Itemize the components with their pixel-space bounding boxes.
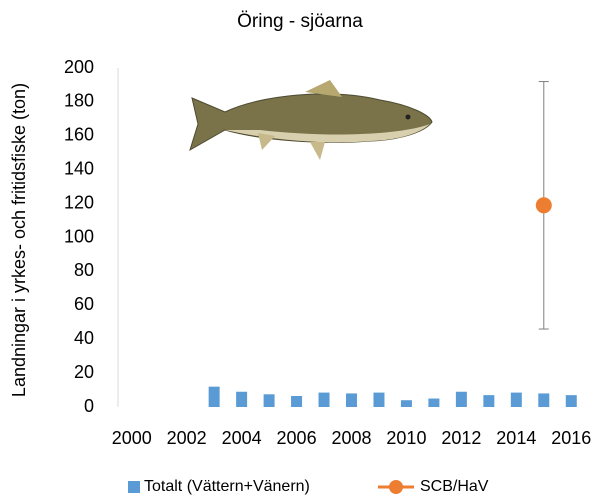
y-tick-label: 140 [64,158,94,178]
bar [400,400,412,407]
bar [208,386,220,407]
bar [346,393,357,407]
y-axis-label: Landningar i yrkes- och fritidsfiske (to… [9,83,29,397]
legend-swatch [128,481,140,493]
y-tick-label: 60 [74,294,94,314]
x-tick-label: 2014 [496,428,536,448]
y-tick-label: 160 [64,125,94,145]
bar [236,391,248,407]
legend: Totalt (Vättern+Vänern) SCB/HaV [128,478,489,495]
bar [373,392,385,407]
legend-swatch-marker [389,480,403,494]
y-tick-label: 40 [74,328,94,348]
bar [428,398,440,407]
y-tick-label: 0 [84,396,94,416]
y-tick-label: 20 [74,362,94,382]
x-tick-label: 2000 [112,428,152,448]
x-tick-label: 2008 [331,428,371,448]
x-tick-label: 2006 [277,428,317,448]
legend-label: SCB/HaV [420,478,489,495]
x-tick-label: 2012 [441,428,481,448]
bar [510,392,522,407]
bar [538,393,550,407]
y-tick-label: 180 [64,91,94,111]
fish-illustration [189,80,433,160]
bar [455,391,467,407]
bar [565,395,577,407]
bar [318,392,330,407]
x-tick-label: 2010 [386,428,426,448]
legend-label: Totalt (Vättern+Vänern) [144,478,310,495]
bar [483,395,495,407]
chart-title: Öring - sjöarna [237,11,363,32]
x-tick-label: 2016 [551,428,591,448]
point [535,197,552,214]
bar [263,394,275,407]
x-tick-label: 2002 [167,428,207,448]
y-tick-label: 80 [74,260,94,280]
y-tick-label: 100 [64,226,94,246]
y-tick-label: 200 [64,57,94,77]
x-tick-label: 2004 [222,428,262,448]
bar [291,395,303,407]
y-tick-label: 120 [64,192,94,212]
